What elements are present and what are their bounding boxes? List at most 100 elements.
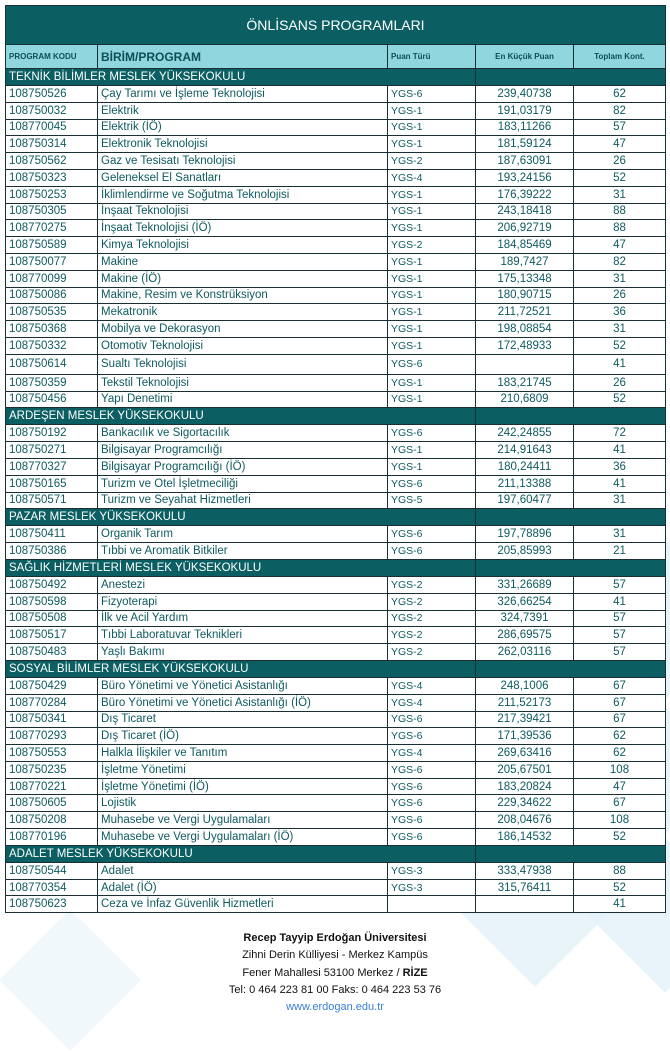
header-program-code: PROGRAM KODU (5, 44, 98, 69)
min-score: 205,85993 (475, 542, 574, 560)
min-score: 243,18418 (475, 202, 574, 221)
program-name: İklimlendirme ve Soğutma Teknolojisi (97, 185, 388, 204)
score-type: YGS-6 (387, 85, 476, 103)
min-score: 193,24156 (475, 168, 574, 187)
score-type: YGS-2 (387, 236, 476, 254)
table-row: 108750341 Dış Ticaret YGS-6 217,39421 67 (5, 710, 666, 729)
program-name: Adalet (İÖ) (97, 878, 388, 897)
website-link[interactable]: www.erdogan.edu.tr (286, 1001, 384, 1014)
min-score: 211,72521 (475, 303, 574, 322)
program-name: Yaşlı Bakımı (97, 643, 388, 661)
program-code: 108750411 (5, 525, 98, 544)
total-quota: 47 (573, 777, 666, 796)
program-name: Makine (İÖ) (97, 269, 388, 288)
score-type: YGS-1 (387, 303, 476, 322)
table-row: 108750386 Tıbbi ve Aromatik Bitkiler YGS-6… (5, 542, 666, 560)
total-quota: 67 (573, 710, 666, 729)
score-type: YGS-1 (387, 269, 476, 288)
total-quota: 108 (573, 760, 666, 779)
min-score: 286,69575 (475, 626, 574, 645)
min-score: 198,08854 (475, 320, 574, 338)
program-name: Bankacılık ve Sigortacılık (97, 424, 388, 443)
score-type: YGS-1 (387, 101, 476, 120)
program-name: Bilgisayar Programcılığı (97, 441, 388, 459)
program-code: 108750165 (5, 474, 98, 493)
section-row: TEKNİK BİLİMLER MESLEK YÜKSEKOKULU (5, 68, 666, 86)
score-type: YGS-1 (387, 336, 476, 355)
header-score-type: Puan Türü (387, 44, 476, 69)
min-score: 239,40738 (475, 85, 574, 103)
table-row: 108750314 Elektronik Teknolojisi YGS-1 181,… (5, 135, 666, 154)
section-blank-cell (475, 844, 666, 863)
program-code: 108750077 (5, 252, 98, 271)
header-min-score: En Küçük Puan (475, 44, 574, 69)
program-name: İnşaat Teknolojisi (97, 202, 388, 221)
program-code: 108750508 (5, 609, 98, 628)
programs-table-container: ÖNLİSANS PROGRAMLARI PROGRAM KODU BİRİM/… (5, 5, 666, 914)
score-type: YGS-2 (387, 643, 476, 661)
program-code: 108750359 (5, 373, 98, 392)
program-code: 108750614 (5, 353, 98, 375)
score-type: YGS-6 (387, 710, 476, 729)
program-code: 108750323 (5, 168, 98, 187)
score-type: YGS-3 (387, 878, 476, 897)
program-name: Çay Tarımı ve İşleme Teknolojisi (97, 85, 388, 103)
program-name: Büro Yönetimi ve Yönetici Asistanlığı (97, 676, 388, 695)
score-type: YGS-5 (387, 491, 476, 510)
program-name: Muhasebe ve Vergi Uygulamaları (97, 811, 388, 830)
program-code: 108750032 (5, 101, 98, 120)
total-quota: 47 (573, 236, 666, 254)
table-row: 108750332 Otomotiv Teknolojisi YGS-1 172,48… (5, 336, 666, 355)
min-score: 210,6809 (475, 390, 574, 409)
score-type: YGS-2 (387, 626, 476, 645)
min-score: 183,20824 (475, 777, 574, 796)
program-name: Fizyoterapi (97, 592, 388, 611)
program-name: Tekstil Teknolojisi (97, 373, 388, 392)
program-name: İlk ve Acil Yardım (97, 609, 388, 628)
table-row: 108750077 Makine YGS-1 189,7427 82 (5, 252, 666, 271)
total-quota: 41 (573, 441, 666, 459)
program-code: 108750253 (5, 185, 98, 204)
program-name: Dış Ticaret (İÖ) (97, 727, 388, 746)
table-row: 108750517 Tıbbi Laboratuvar Teknikleri YGS… (5, 626, 666, 645)
program-name: Adalet (97, 861, 388, 880)
total-quota: 88 (573, 202, 666, 221)
min-score: 189,7427 (475, 252, 574, 271)
score-type: YGS-4 (387, 676, 476, 695)
min-score: 197,60477 (475, 491, 574, 510)
program-name: İşletme Yönetimi (İÖ) (97, 777, 388, 796)
table-row: 108750456 Yapı Denetimi YGS-1 210,6809 52 (5, 390, 666, 409)
table-row: 108750032 Elektrik YGS-1 191,03179 82 (5, 101, 666, 120)
program-code: 108750562 (5, 152, 98, 170)
score-type: YGS-4 (387, 168, 476, 187)
table-row: 108750571 Turizm ve Seyahat Hizmetleri YGS… (5, 491, 666, 510)
program-code: 108750456 (5, 390, 98, 409)
total-quota: 57 (573, 626, 666, 645)
section-title: TEKNİK BİLİMLER MESLEK YÜKSEKOKULU (5, 68, 476, 86)
min-score: 211,52173 (475, 693, 574, 712)
program-name: Lojistik (97, 794, 388, 813)
score-type: YGS-1 (387, 373, 476, 392)
min-score: 248,1006 (475, 676, 574, 695)
score-type: YGS-6 (387, 811, 476, 830)
table-title: ÖNLİSANS PROGRAMLARI (5, 5, 666, 45)
program-code: 108750271 (5, 441, 98, 459)
min-score: 333,47938 (475, 861, 574, 880)
score-type: YGS-2 (387, 152, 476, 170)
program-name: Geleneksel El Sanatları (97, 168, 388, 187)
total-quota: 62 (573, 727, 666, 746)
total-quota: 52 (573, 878, 666, 897)
program-name: Bilgisayar Programcılığı (İÖ) (97, 457, 388, 476)
score-type: YGS-6 (387, 542, 476, 560)
section-title: SAĞLIK HİZMETLERİ MESLEK YÜKSEKOKULU (5, 558, 476, 577)
min-score: 205,67501 (475, 760, 574, 779)
total-quota: 82 (573, 101, 666, 120)
min-score: 211,13388 (475, 474, 574, 493)
section-row: PAZAR MESLEK YÜKSEKOKULU (5, 508, 666, 527)
program-code: 108750526 (5, 85, 98, 103)
table-row: 108750562 Gaz ve Tesisatı Teknolojisi YGS-… (5, 152, 666, 170)
score-type: YGS-1 (387, 185, 476, 204)
score-type: YGS-2 (387, 592, 476, 611)
min-score: 183,11266 (475, 118, 574, 137)
total-quota: 31 (573, 269, 666, 288)
